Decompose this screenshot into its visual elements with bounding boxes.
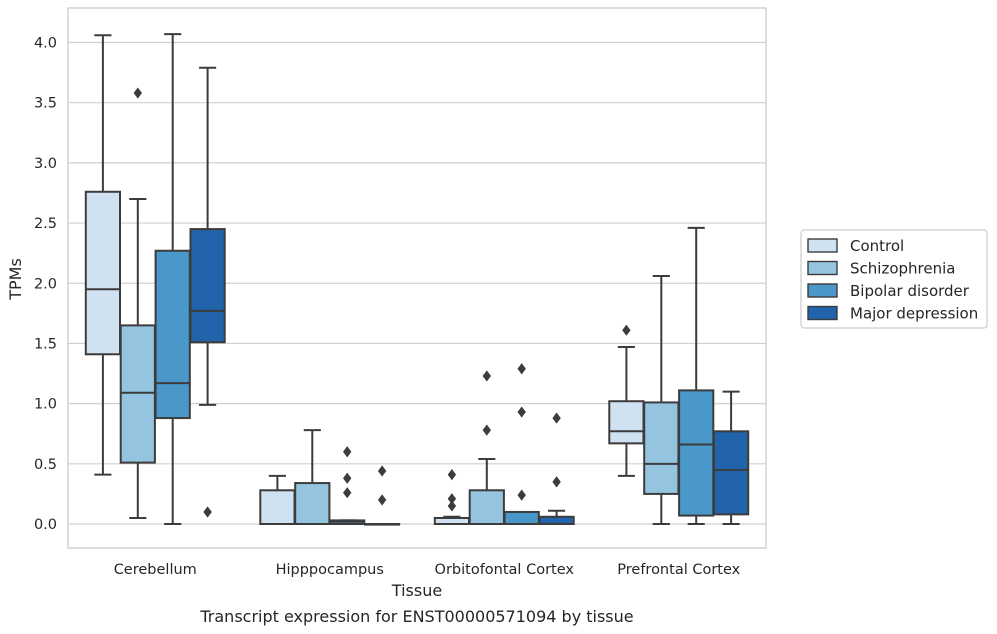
box-body [538,515,575,526]
legend: Control Schizophrenia Bipolar disorder Majo… [800,229,988,329]
box-control [608,324,645,477]
box-body [294,482,331,526]
box-control [433,469,471,526]
chart-caption: Transcript expression for ENST0000057109… [199,607,633,626]
outlier-point [517,489,526,501]
box-body [608,400,645,445]
y-tick-label: 1.5 [34,336,57,352]
outlier-point [377,494,387,506]
y-tick-label: 4.0 [34,36,57,52]
box-schizophrenia [468,370,505,526]
box-body [468,489,505,526]
x-tick-label: Orbitofontal Cortex [435,562,575,578]
plot-marks [84,33,750,526]
box-body [643,401,680,495]
y-axis-label: TPMs [6,258,25,301]
legend-frame [800,229,988,329]
legend-swatch [807,283,838,298]
box-schizophrenia [119,87,156,519]
box-bipolar-disorder [329,446,366,525]
box-bipolar-disorder [678,226,715,525]
x-tick-label: Hipppocampus [276,562,384,578]
legend-label: Bipolar disorder [850,282,970,300]
x-tick-label: Cerebellum [114,562,197,578]
box-major-depression [712,390,750,525]
box-major-depression [538,412,575,526]
box-body [189,228,226,344]
legend-label: Major depression [850,305,978,323]
box-body [712,430,750,516]
outlier-point [447,469,457,481]
outlier-point [447,493,457,505]
box-bipolar-disorder [154,33,191,525]
box-body [119,324,156,464]
y-tick-label: 3.0 [34,156,57,172]
box-bipolar-disorder [503,363,540,525]
box-body [678,389,715,517]
box-body [84,190,122,356]
outlier-point [482,370,491,382]
box-control [259,474,296,526]
y-tick-label: 0.5 [34,457,57,473]
box-major-depression [189,66,226,518]
legend-swatch [807,305,838,321]
box-body [259,489,296,526]
outlier-point [552,412,561,424]
legend-swatch [807,260,838,276]
outlier-point [552,476,561,488]
x-tick-label: Prefrontal Cortex [617,562,740,578]
outlier-point [482,424,491,436]
outlier-point [203,506,212,518]
y-tick-labels: 0.0 0.5 1.0 1.5 2.0 2.5 3.0 3.5 4.0 [34,36,57,534]
outlier-point [343,487,352,499]
y-tick-label: 1.0 [34,397,57,413]
y-tick-label: 0.0 [34,517,57,533]
outlier-point [447,500,457,512]
legend-swatch [807,238,838,253]
box-schizophrenia [643,275,680,525]
box-body [503,510,540,525]
y-tick-label: 3.5 [34,96,57,112]
x-axis-label: Tissue [391,581,442,600]
legend-label: Control [850,237,904,255]
outlier-point [377,465,387,477]
y-tick-label: 2.0 [34,276,57,292]
outlier-point [343,472,352,484]
plot-area-frame [67,7,767,549]
y-tick-label: 2.5 [34,216,57,232]
legend-label: Schizophrenia [850,260,955,278]
box-schizophrenia [294,429,331,526]
outlier-point [133,87,142,99]
outlier-point [343,446,352,458]
outlier-point [517,406,526,418]
box-body [154,249,191,420]
box-major-depression [363,465,401,526]
outlier-point [622,324,631,336]
x-tick-labels: Cerebellum Hipppocampus Orbitofontal Corte… [114,562,741,578]
box-control [84,34,122,476]
outlier-point [517,363,526,375]
